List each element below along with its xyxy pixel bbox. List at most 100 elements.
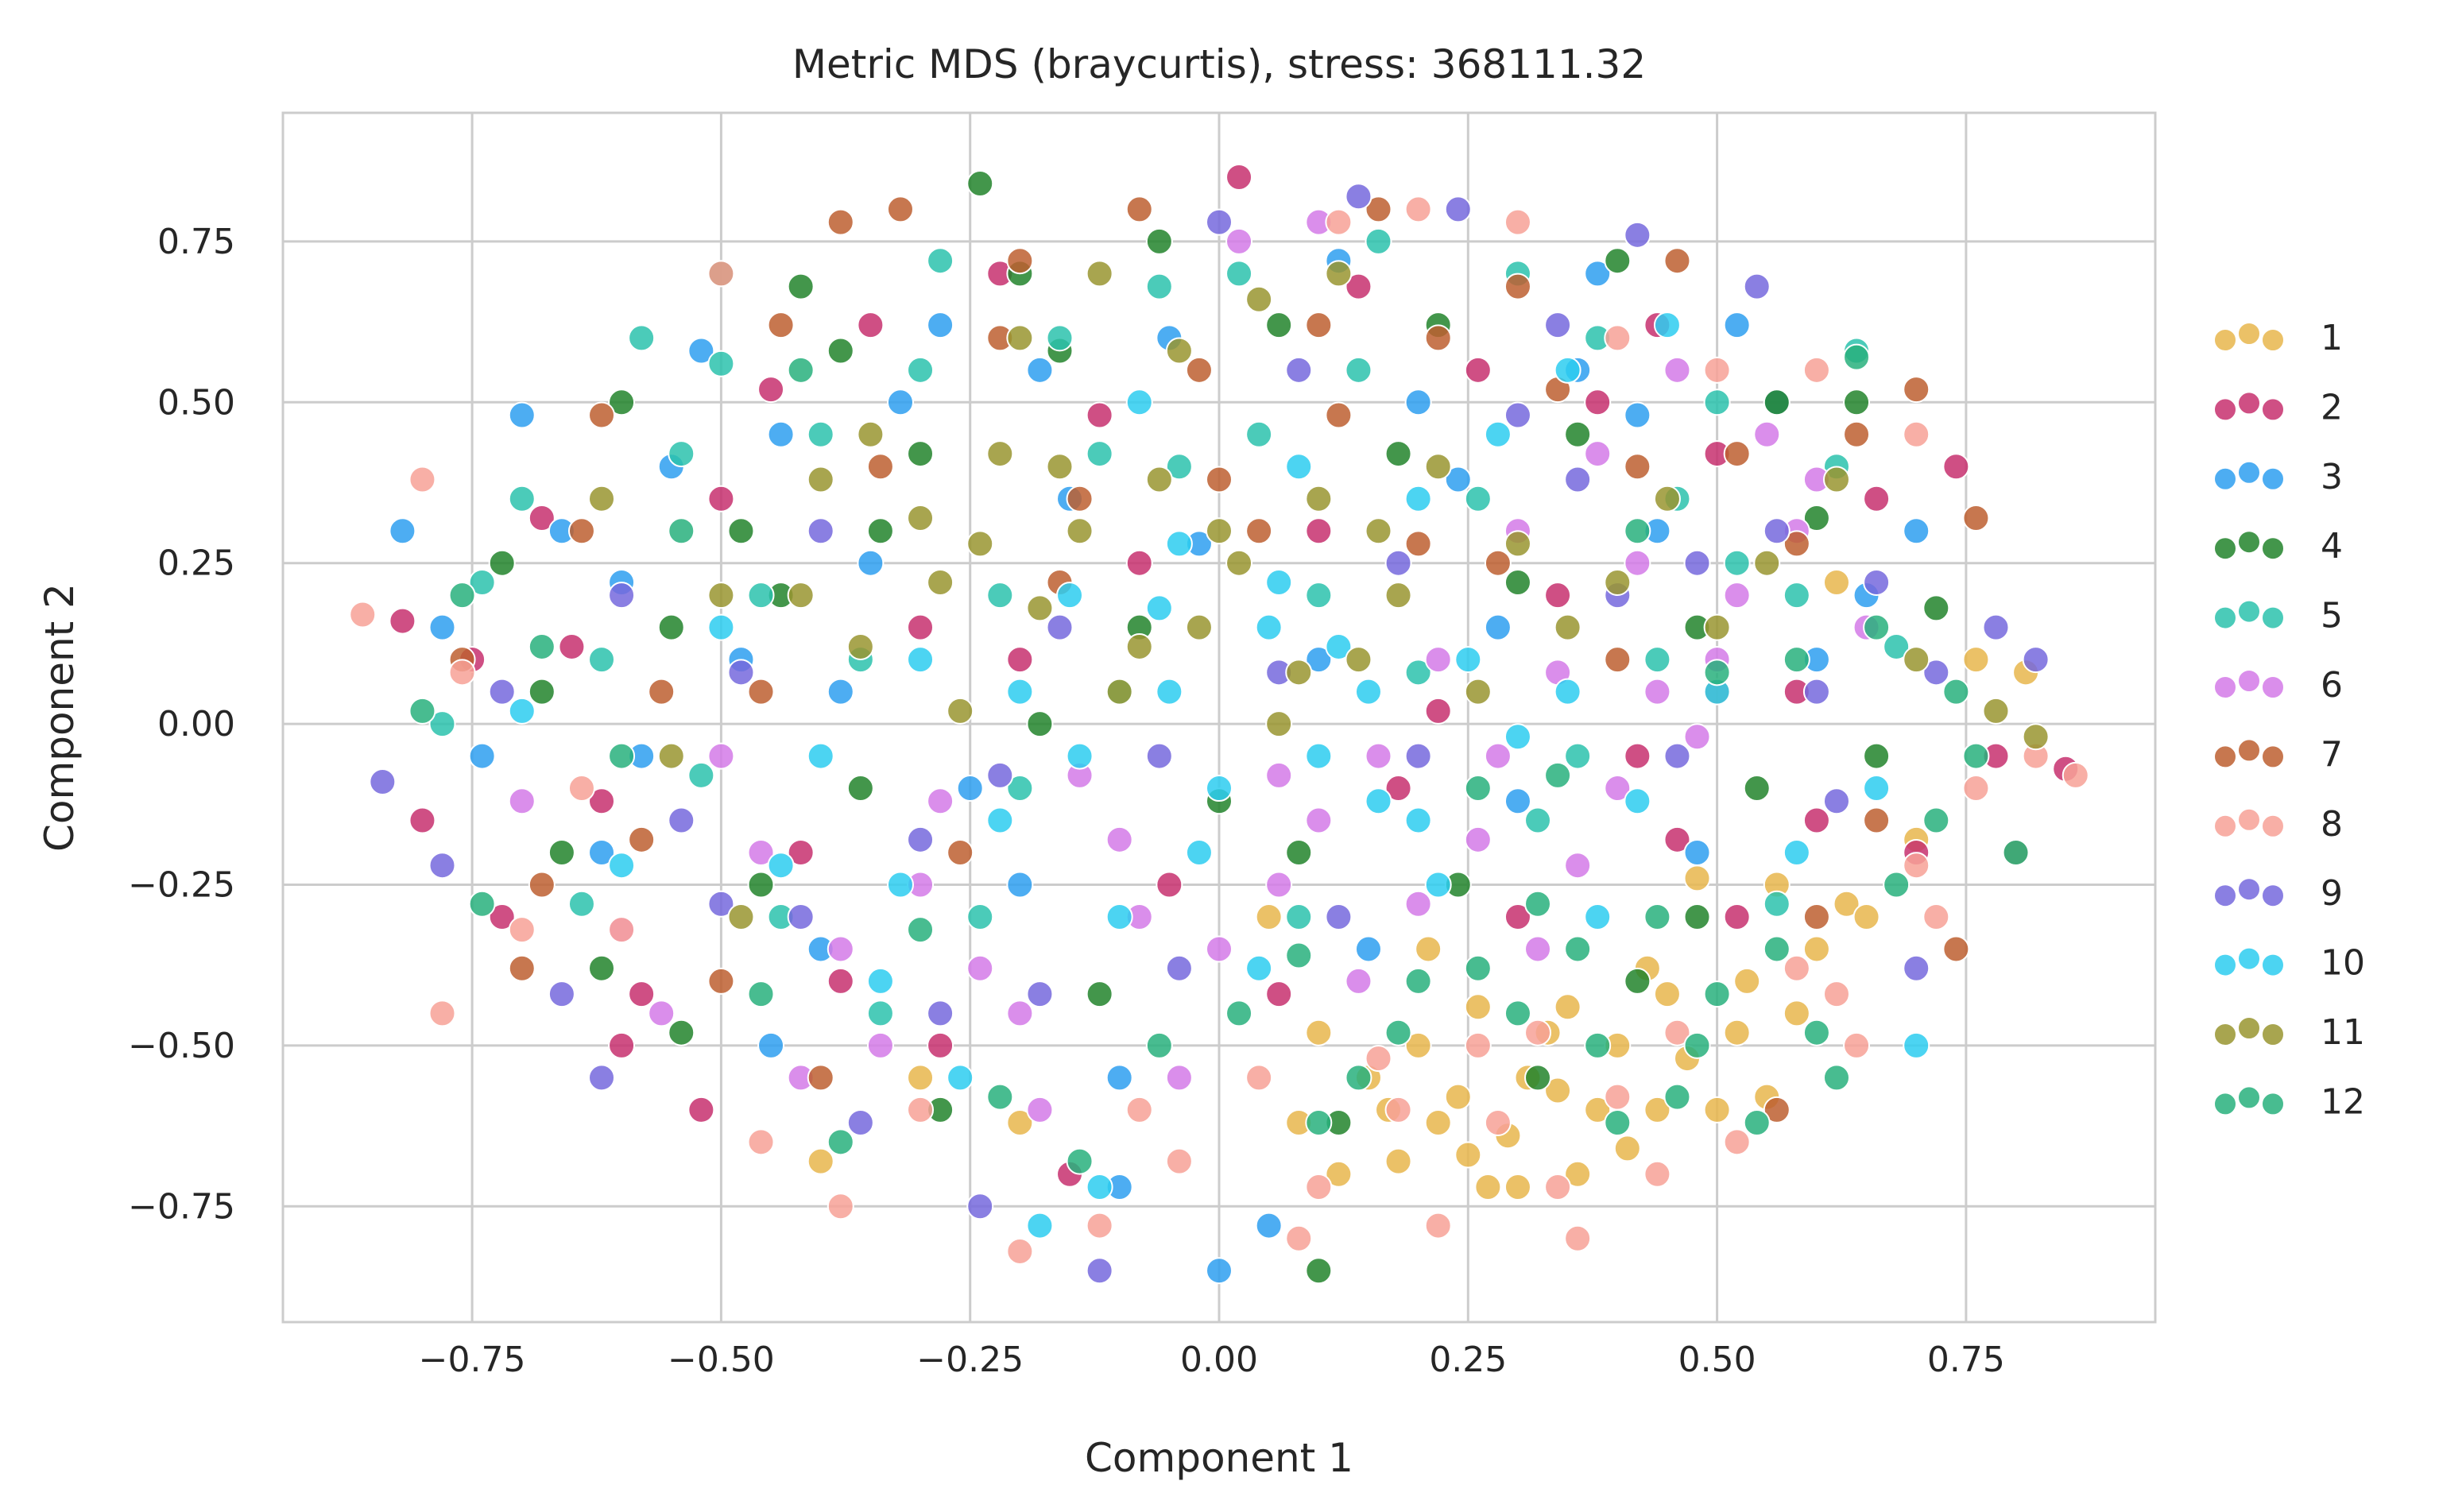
data-point xyxy=(468,890,496,918)
data-point xyxy=(1365,517,1392,545)
data-point xyxy=(648,678,676,706)
data-point xyxy=(1723,582,1751,609)
data-point xyxy=(1743,273,1771,300)
data-point xyxy=(1663,356,1691,384)
data-point xyxy=(1524,1064,1552,1092)
data-point xyxy=(1544,311,1572,339)
legend-marker xyxy=(2237,669,2261,693)
data-point xyxy=(1564,420,1592,448)
data-point xyxy=(947,697,974,725)
data-point xyxy=(1564,1224,1592,1252)
data-point xyxy=(1802,935,1830,963)
data-point xyxy=(508,916,536,944)
data-point xyxy=(657,742,685,770)
data-point xyxy=(1982,697,2010,725)
data-point xyxy=(966,1193,994,1220)
legend-label: 2 xyxy=(2321,387,2343,427)
data-point xyxy=(1006,871,1034,899)
data-point xyxy=(1942,678,1970,706)
y-tick-label: 0.75 xyxy=(157,222,235,262)
data-point xyxy=(1903,852,1930,880)
legend-marker xyxy=(2237,322,2261,346)
data-point xyxy=(1624,517,1651,545)
data-point xyxy=(1026,1096,1054,1123)
data-point xyxy=(1305,1019,1333,1046)
data-point xyxy=(567,775,595,802)
data-points xyxy=(349,163,2089,1285)
data-point xyxy=(727,659,755,686)
data-point xyxy=(986,806,1014,834)
data-point xyxy=(1663,826,1691,853)
data-point xyxy=(608,852,636,880)
data-point xyxy=(1843,343,1871,371)
data-point xyxy=(747,980,775,1008)
data-point xyxy=(1245,285,1273,313)
data-point xyxy=(1822,466,1850,493)
data-point xyxy=(1464,485,1492,512)
data-point xyxy=(1464,826,1492,853)
data-point xyxy=(1624,549,1651,577)
data-point xyxy=(588,401,616,429)
legend-marker xyxy=(2261,328,2285,352)
data-point xyxy=(1145,1031,1173,1059)
data-point xyxy=(608,582,636,609)
data-point xyxy=(1484,613,1512,641)
data-point xyxy=(1265,761,1293,789)
data-point xyxy=(1863,568,1891,596)
legend-marker xyxy=(2261,605,2285,630)
data-point xyxy=(1763,1096,1791,1123)
data-point xyxy=(1683,864,1711,892)
data-point xyxy=(787,356,815,384)
data-point xyxy=(1265,980,1293,1008)
data-point xyxy=(1783,1000,1810,1027)
data-point xyxy=(1723,1019,1751,1046)
data-point xyxy=(807,1147,834,1175)
data-point xyxy=(1086,1257,1113,1285)
data-point xyxy=(1066,517,1094,545)
data-point xyxy=(588,646,616,674)
data-point xyxy=(1474,1173,1502,1201)
data-point xyxy=(1564,1160,1592,1188)
data-point xyxy=(1723,440,1751,468)
data-point xyxy=(1026,594,1054,622)
data-point xyxy=(1345,646,1372,674)
data-point xyxy=(857,311,885,339)
data-point xyxy=(966,954,994,982)
data-point xyxy=(907,1096,935,1123)
data-point xyxy=(1046,453,1074,481)
data-point xyxy=(1683,1031,1711,1059)
data-point xyxy=(1504,1173,1531,1201)
y-tick-label: 0.50 xyxy=(157,382,235,423)
data-point xyxy=(787,903,815,930)
data-point xyxy=(1504,208,1531,236)
data-point xyxy=(907,440,935,468)
data-point xyxy=(1404,1031,1432,1059)
data-point xyxy=(1763,935,1791,963)
data-point xyxy=(1464,678,1492,706)
data-point xyxy=(1285,453,1313,481)
data-point xyxy=(966,530,994,558)
data-point xyxy=(468,742,496,770)
data-point xyxy=(1922,594,1950,622)
data-point xyxy=(687,761,715,789)
legend-label: 8 xyxy=(2321,804,2343,845)
data-point xyxy=(1613,1135,1641,1162)
data-point xyxy=(1185,839,1213,867)
data-point xyxy=(1424,324,1452,352)
data-point xyxy=(1624,787,1651,815)
legend-marker xyxy=(2237,877,2261,902)
data-point xyxy=(787,839,815,867)
data-point xyxy=(1504,273,1531,300)
data-point xyxy=(528,871,556,899)
data-point xyxy=(1105,903,1133,930)
legend-item-12: 12 xyxy=(2213,1081,2365,1122)
data-point xyxy=(1026,1212,1054,1239)
data-point xyxy=(1424,1212,1452,1239)
data-point xyxy=(1544,582,1572,609)
data-point xyxy=(1753,549,1781,577)
y-tick-label: −0.25 xyxy=(128,864,235,905)
data-point xyxy=(866,517,894,545)
data-point xyxy=(1156,871,1183,899)
data-point xyxy=(1006,247,1034,275)
data-point xyxy=(1733,967,1761,995)
